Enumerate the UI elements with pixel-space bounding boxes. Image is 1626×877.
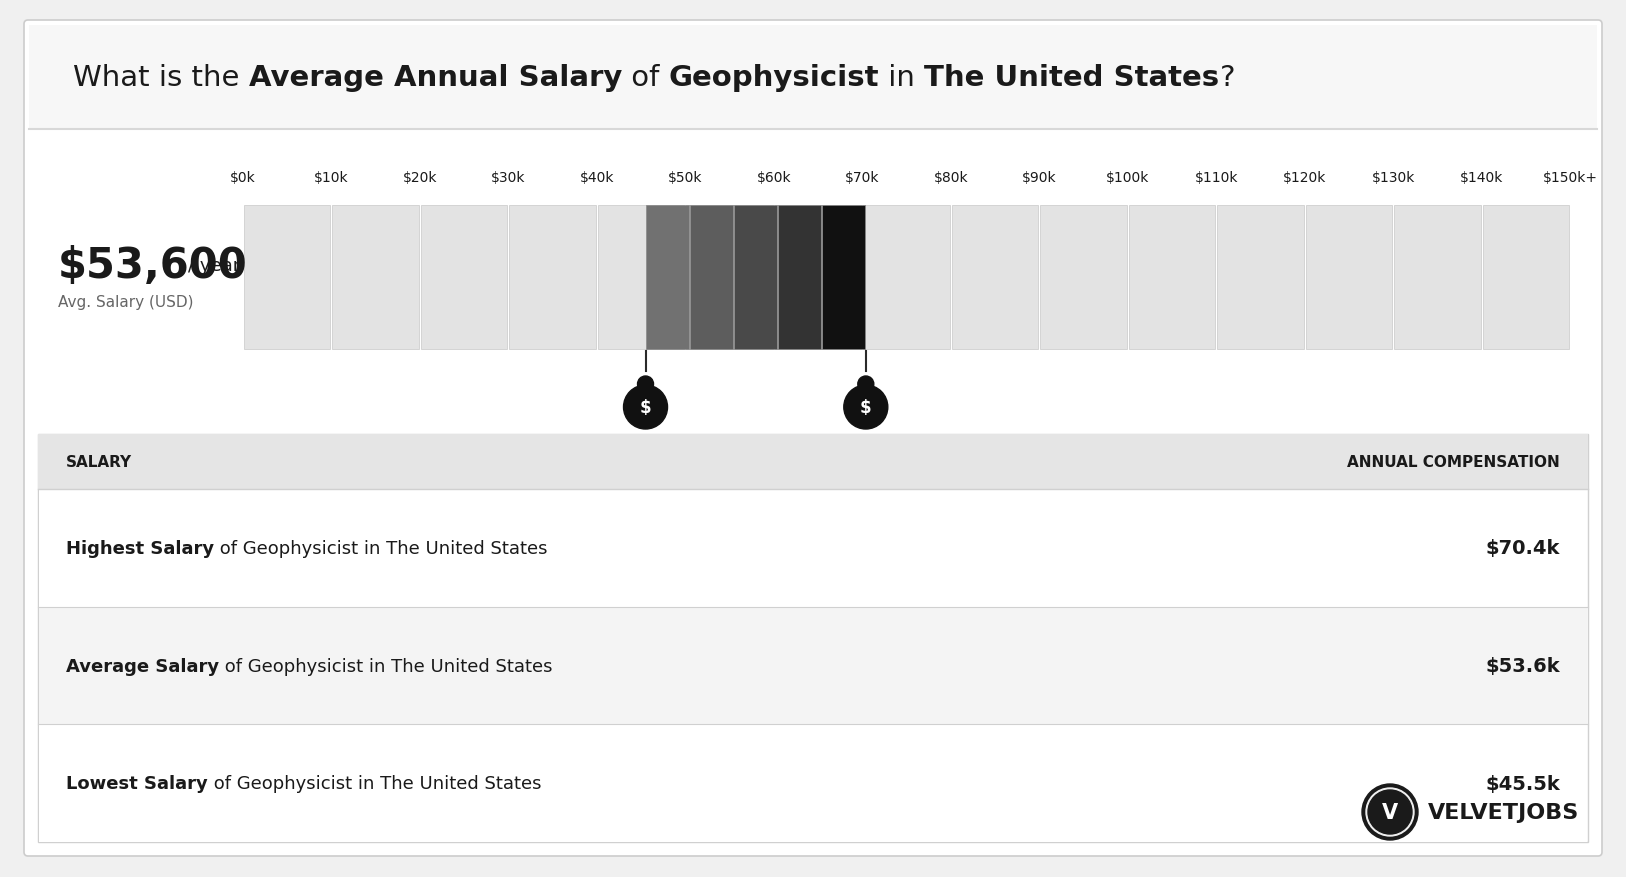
Bar: [39, 607, 1587, 724]
Circle shape: [623, 386, 668, 430]
Text: $: $: [639, 398, 652, 417]
Circle shape: [1366, 788, 1415, 836]
Bar: [776, 206, 862, 350]
Bar: [823, 206, 865, 350]
Text: Average Annual Salary: Average Annual Salary: [249, 63, 623, 91]
Bar: [1041, 206, 1127, 350]
Text: $45.5k: $45.5k: [1485, 774, 1559, 793]
Circle shape: [637, 376, 654, 393]
Bar: [244, 206, 330, 350]
Bar: [689, 206, 733, 350]
Text: $110k: $110k: [1195, 171, 1237, 185]
Circle shape: [1367, 790, 1411, 834]
Bar: [39, 724, 1587, 842]
Bar: [1218, 206, 1304, 350]
Bar: [646, 206, 689, 350]
Text: $80k: $80k: [933, 171, 967, 185]
Bar: [733, 206, 777, 350]
Text: $130k: $130k: [1371, 171, 1415, 185]
Text: Average Salary: Average Salary: [67, 657, 220, 674]
Text: Avg. Salary (USD): Avg. Salary (USD): [59, 294, 193, 310]
Text: Lowest Salary: Lowest Salary: [67, 774, 208, 792]
Text: of: of: [623, 63, 668, 91]
Bar: [686, 206, 772, 350]
Circle shape: [1363, 784, 1418, 840]
Text: The United States: The United States: [924, 63, 1220, 91]
Bar: [509, 206, 595, 350]
Text: $90k: $90k: [1021, 171, 1057, 185]
Text: ANNUAL COMPENSATION: ANNUAL COMPENSATION: [1348, 454, 1559, 469]
Bar: [37, 434, 1589, 489]
Text: $120k: $120k: [1283, 171, 1327, 185]
Bar: [332, 206, 420, 350]
Text: ?: ?: [1220, 63, 1234, 91]
Text: $53.6k: $53.6k: [1486, 656, 1559, 675]
Text: Geophysicist: Geophysicist: [668, 63, 880, 91]
Text: $150k+: $150k+: [1543, 171, 1597, 185]
Text: $70k: $70k: [846, 171, 880, 185]
Text: in: in: [880, 63, 924, 91]
Text: $30k: $30k: [491, 171, 525, 185]
Circle shape: [844, 386, 888, 430]
Text: $10k: $10k: [314, 171, 350, 185]
Text: $20k: $20k: [403, 171, 437, 185]
Text: $140k: $140k: [1460, 171, 1502, 185]
Text: SALARY: SALARY: [67, 454, 132, 469]
Bar: [779, 206, 821, 350]
FancyBboxPatch shape: [24, 21, 1602, 856]
Text: $50k: $50k: [668, 171, 702, 185]
Text: Highest Salary: Highest Salary: [67, 539, 215, 557]
Text: V: V: [1382, 802, 1398, 822]
Text: of Geophysicist in The United States: of Geophysicist in The United States: [220, 657, 553, 674]
Text: / year: / year: [189, 257, 241, 275]
Text: VELVETJOBS: VELVETJOBS: [1428, 802, 1579, 822]
Bar: [421, 206, 507, 350]
Text: $60k: $60k: [756, 171, 792, 185]
Text: of Geophysicist in The United States: of Geophysicist in The United States: [208, 774, 541, 792]
Bar: [1128, 206, 1215, 350]
Bar: [863, 206, 950, 350]
Bar: [598, 206, 685, 350]
Text: What is the: What is the: [73, 63, 249, 91]
Text: $53,600: $53,600: [59, 245, 247, 287]
Text: $40k: $40k: [579, 171, 615, 185]
Bar: [1306, 206, 1392, 350]
Text: $70.4k: $70.4k: [1486, 538, 1559, 558]
Bar: [1393, 206, 1481, 350]
Text: $0k: $0k: [231, 171, 255, 185]
Text: of Geophysicist in The United States: of Geophysicist in The United States: [215, 539, 548, 557]
Bar: [1483, 206, 1569, 350]
Circle shape: [859, 376, 873, 393]
Bar: [37, 434, 1589, 842]
Bar: [951, 206, 1037, 350]
Text: $100k: $100k: [1106, 171, 1150, 185]
Text: $: $: [860, 398, 872, 417]
Bar: [39, 489, 1587, 607]
Bar: [29, 26, 1597, 130]
